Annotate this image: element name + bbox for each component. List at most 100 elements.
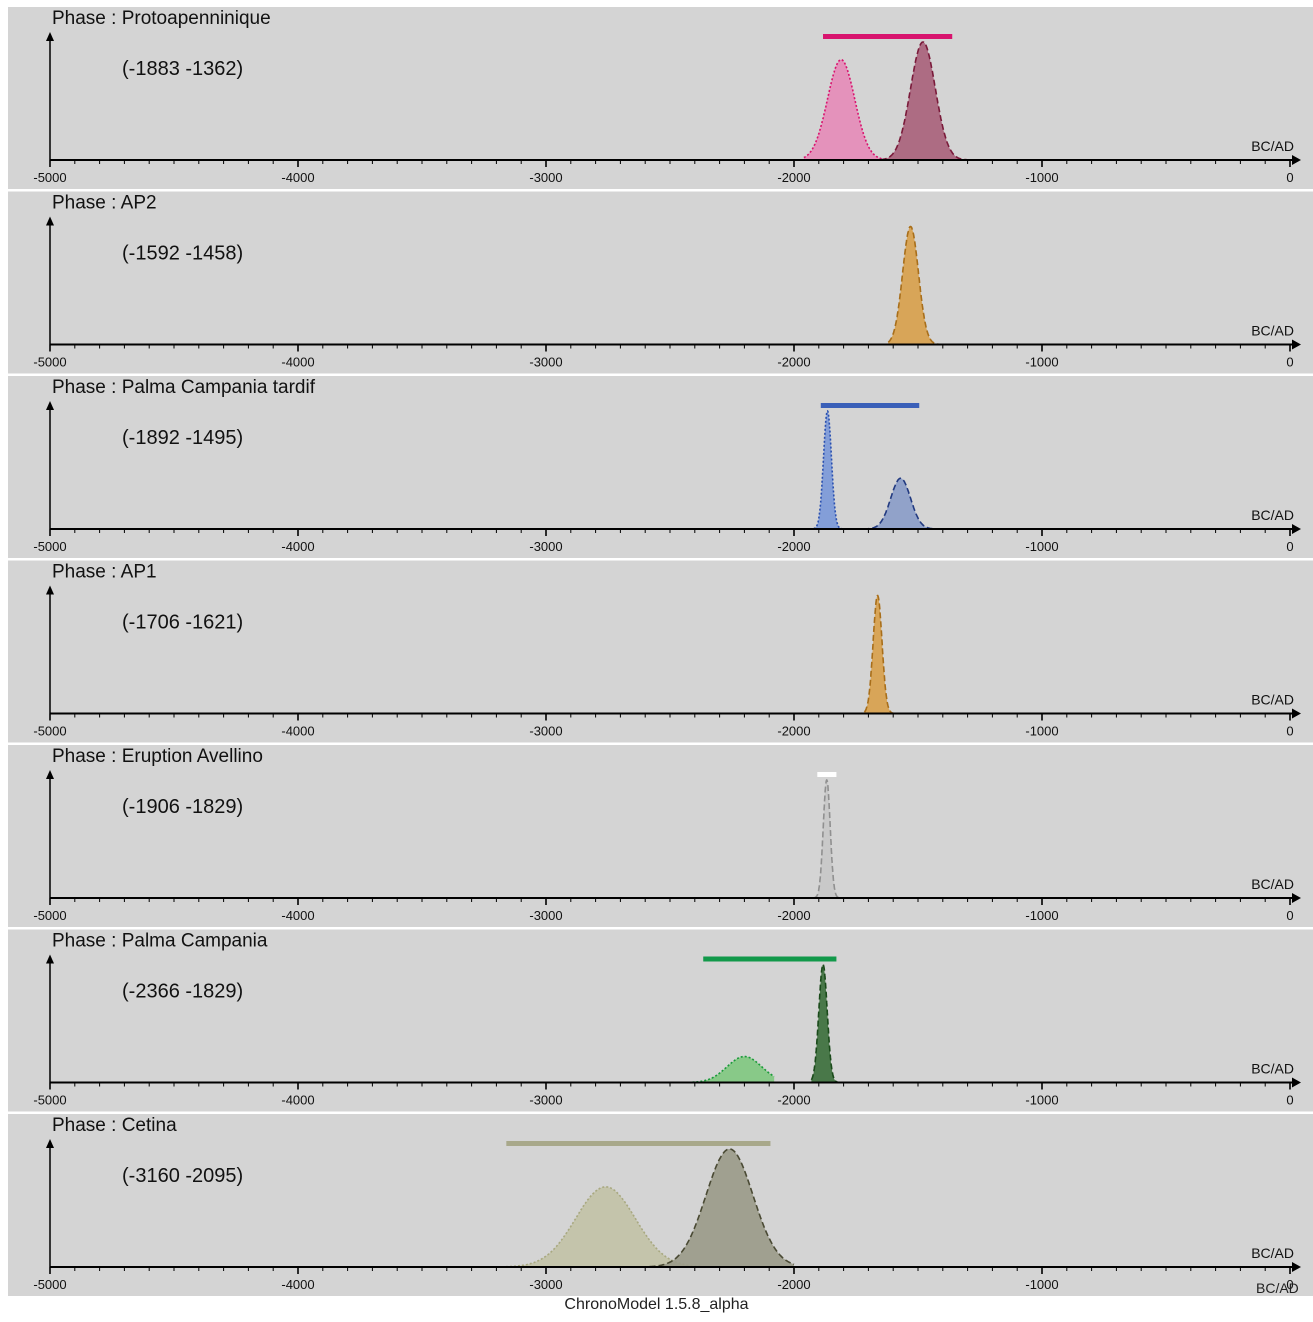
x-tick-label: -4000 — [281, 724, 314, 739]
x-tick-label: -5000 — [33, 355, 66, 370]
x-tick-label: -4000 — [281, 539, 314, 554]
x-tick-label: -1000 — [1025, 1093, 1058, 1108]
panel-title: Phase : Eruption Avellino — [52, 746, 263, 767]
panel-title: Phase : Palma Campania — [52, 931, 268, 952]
x-tick-label: -5000 — [33, 170, 66, 185]
x-axis-arrow — [1292, 893, 1301, 903]
x-tick-label: -1000 — [1025, 170, 1058, 185]
x-tick-label: -4000 — [281, 170, 314, 185]
x-unit-label: BC/AD — [1251, 507, 1294, 523]
interval-label: (-3160 -2095) — [122, 1165, 243, 1187]
hpd-interval-bar — [506, 1141, 771, 1146]
x-tick-label: -4000 — [281, 355, 314, 370]
x-axis-arrow — [1292, 1262, 1301, 1272]
x-tick-label: -2000 — [777, 908, 810, 923]
x-tick-label: -2000 — [777, 539, 810, 554]
x-tick-label: -2000 — [777, 1277, 810, 1292]
x-tick-label: -3000 — [529, 1093, 562, 1108]
hpd-interval-bar — [820, 403, 920, 408]
density-curve-begin — [813, 409, 842, 530]
x-unit-label: BC/AD — [1251, 692, 1294, 708]
density-area-begin — [803, 59, 886, 161]
density-curve-single — [813, 779, 842, 899]
x-tick-label: -4000 — [281, 1093, 314, 1108]
y-axis-arrow — [46, 401, 54, 410]
interval-label: (-1592 -1458) — [122, 243, 243, 265]
x-tick-label: -1000 — [1025, 355, 1058, 370]
density-area-single — [856, 595, 899, 714]
x-axis-arrow — [1292, 155, 1301, 165]
panel-title: Phase : AP2 — [52, 193, 157, 214]
density-area-single — [888, 226, 948, 345]
bottom-unit-label: BC/AD — [1256, 1280, 1299, 1296]
density-area-begin — [50, 1186, 794, 1267]
interval-label: (-1906 -1829) — [122, 796, 243, 818]
x-tick-label: -2000 — [777, 355, 810, 370]
y-axis-arrow — [46, 770, 54, 779]
panel-background — [8, 191, 1313, 374]
x-unit-label: BC/AD — [1251, 1245, 1294, 1261]
x-unit-label: BC/AD — [1251, 323, 1294, 339]
density-area-end — [863, 478, 948, 529]
x-tick-label: -3000 — [529, 724, 562, 739]
panel-background — [8, 929, 1313, 1112]
panel-title: Phase : Protoapenninique — [52, 8, 271, 29]
x-tick-label: -2000 — [777, 170, 810, 185]
y-axis-arrow — [46, 216, 54, 226]
hpd-interval-bar — [817, 772, 837, 777]
density-area-end — [595, 1149, 794, 1267]
x-tick-label: -3000 — [529, 170, 562, 185]
density-curve-end — [863, 477, 948, 530]
hpd-interval-bar — [703, 956, 837, 962]
panel-background — [8, 7, 1313, 189]
x-tick-label: 0 — [1286, 724, 1293, 739]
x-tick-label: -1000 — [1025, 1277, 1058, 1292]
interval-label: (-1883 -1362) — [122, 58, 243, 80]
panel-background — [8, 376, 1313, 558]
x-tick-label: -5000 — [33, 539, 66, 554]
x-tick-label: -5000 — [33, 1093, 66, 1108]
x-tick-label: -4000 — [281, 1277, 314, 1292]
interval-label: (-1892 -1495) — [122, 427, 243, 449]
x-tick-label: -2000 — [777, 724, 810, 739]
density-curve-begin — [803, 58, 886, 161]
x-tick-label: -3000 — [529, 355, 562, 370]
x-tick-label: -5000 — [33, 724, 66, 739]
app-footer-label: ChronoModel 1.5.8_alpha — [564, 1296, 749, 1313]
x-tick-label: -2000 — [777, 1093, 810, 1108]
x-axis-arrow — [1292, 1077, 1301, 1088]
density-curve-single — [856, 594, 899, 715]
x-tick-label: -3000 — [529, 539, 562, 554]
x-tick-label: 0 — [1286, 539, 1293, 554]
x-axis-arrow — [1292, 524, 1301, 534]
density-curve-end — [595, 1148, 795, 1268]
x-tick-label: -4000 — [281, 908, 314, 923]
panel-title: Phase : Palma Campania tardif — [52, 377, 316, 398]
panel-title: Phase : AP1 — [52, 562, 157, 583]
interval-label: (-2366 -1829) — [122, 981, 243, 1003]
x-tick-label: -1000 — [1025, 724, 1058, 739]
x-axis-arrow — [1292, 339, 1301, 350]
x-tick-label: -1000 — [1025, 539, 1058, 554]
hpd-interval-bar — [823, 34, 953, 39]
panel-background — [8, 745, 1313, 927]
y-axis-arrow — [46, 32, 54, 41]
density-area-single — [813, 780, 842, 898]
density-area-begin — [620, 1056, 775, 1083]
x-unit-label: BC/AD — [1251, 138, 1294, 154]
x-tick-label: -3000 — [529, 1277, 562, 1292]
panel-title: Phase : Cetina — [52, 1115, 177, 1136]
density-area-end — [880, 42, 1018, 160]
x-tick-label: 0 — [1286, 170, 1293, 185]
interval-label: (-1706 -1621) — [122, 612, 243, 634]
x-axis-arrow — [1292, 708, 1301, 719]
x-tick-label: 0 — [1286, 1093, 1293, 1108]
x-tick-label: -5000 — [33, 908, 66, 923]
x-tick-label: 0 — [1286, 1277, 1293, 1292]
x-tick-label: -1000 — [1025, 908, 1058, 923]
panel-background — [8, 560, 1313, 743]
y-axis-arrow — [46, 585, 54, 595]
x-tick-label: 0 — [1286, 355, 1293, 370]
y-axis-arrow — [46, 1139, 54, 1148]
